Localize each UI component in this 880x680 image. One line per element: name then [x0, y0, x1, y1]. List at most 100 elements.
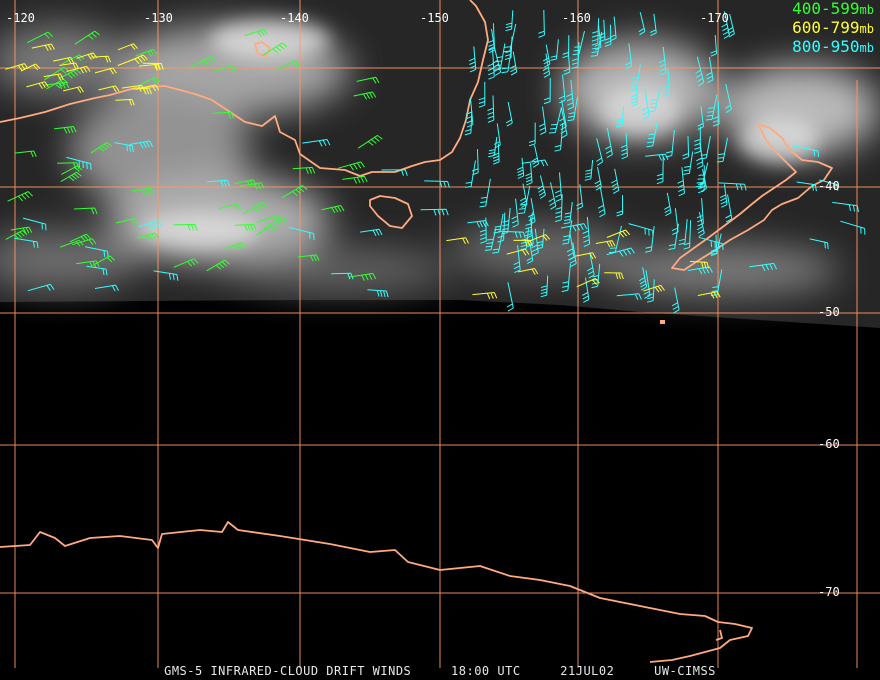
wind-barb	[572, 30, 585, 56]
wind-barb	[467, 220, 489, 228]
wind-barb	[554, 123, 564, 152]
wind-barb	[76, 52, 98, 60]
wind-barb	[594, 24, 602, 51]
wind-barb	[207, 179, 230, 187]
coastlines	[0, 0, 833, 663]
wind-barb	[142, 62, 164, 70]
wind-barb	[20, 63, 41, 72]
wind-barb	[117, 43, 138, 51]
wind-barb	[516, 157, 525, 179]
wind-barb	[488, 23, 495, 51]
wind-barb	[98, 85, 120, 93]
wind-barb	[321, 205, 345, 214]
wind-barb	[543, 77, 551, 105]
wind-barb	[606, 229, 631, 238]
wind-barb	[749, 262, 777, 272]
wind-barb	[694, 126, 701, 154]
wind-barb	[501, 47, 513, 74]
wind-barb	[540, 275, 549, 298]
wind-barb	[353, 91, 377, 100]
wind-barb	[528, 122, 536, 147]
wind-barb	[643, 284, 665, 293]
wind-barb	[695, 162, 709, 188]
wind-barb	[604, 24, 612, 47]
wind-barb	[206, 259, 230, 272]
wind-barb	[22, 217, 47, 231]
wind-barb	[641, 88, 650, 120]
wind-barb	[809, 238, 829, 249]
wind-barb	[697, 291, 721, 299]
wind-barb	[616, 293, 642, 301]
wind-barb	[26, 81, 49, 89]
caption-time: 18:00 UTC	[451, 664, 521, 678]
wind-barb	[569, 242, 577, 268]
wind-barb	[664, 192, 672, 217]
wind-barb	[349, 272, 377, 281]
wind-barb	[696, 198, 704, 227]
wind-barb	[342, 175, 368, 184]
wind-barb	[58, 69, 82, 80]
wind-barb	[520, 228, 529, 251]
wind-barb	[212, 111, 234, 119]
wind-barb	[129, 140, 154, 149]
wind-barb	[677, 167, 685, 197]
wind-barb	[595, 240, 616, 248]
wind-barb	[72, 238, 97, 246]
wind-barb	[224, 242, 246, 251]
wind-barb	[683, 220, 692, 250]
wind-barb	[494, 43, 506, 71]
wind-barb	[554, 172, 563, 202]
wind-barb	[697, 165, 705, 194]
wind-barb	[682, 136, 690, 160]
wind-barb	[513, 239, 533, 247]
legend-item-400: 400-599mb	[792, 0, 874, 18]
wind-barb	[531, 145, 540, 168]
wind-barb	[367, 289, 389, 298]
wind-barb	[288, 226, 315, 240]
wind-barb	[519, 183, 528, 208]
wind-barb	[616, 195, 624, 217]
longitude-label: -150	[420, 11, 449, 25]
wind-barb	[638, 12, 646, 36]
wind-barb	[576, 184, 583, 210]
wind-barbs	[5, 9, 866, 314]
wind-barb	[7, 191, 33, 202]
longitude-label: -120	[6, 11, 35, 25]
wind-barb	[550, 39, 559, 61]
wind-barb	[719, 184, 728, 208]
wind-barb	[420, 208, 449, 216]
longitude-label: -170	[700, 11, 729, 25]
wind-barb	[648, 86, 661, 113]
wind-barb	[69, 233, 92, 243]
longitude-label: -130	[144, 11, 173, 25]
wind-barb	[727, 13, 735, 38]
wind-barb	[591, 18, 600, 46]
wind-barb	[819, 179, 839, 191]
wind-barb	[606, 247, 635, 257]
wind-barb	[668, 223, 679, 250]
wind-barb	[53, 56, 75, 64]
wind-barb	[505, 10, 514, 32]
wind-barb	[646, 120, 658, 148]
wind-barb	[832, 201, 859, 213]
wind-barb	[292, 166, 316, 174]
wind-barb	[710, 269, 723, 296]
wind-barb	[725, 194, 733, 223]
wind-barb	[656, 157, 664, 185]
wind-barb	[5, 229, 28, 240]
wind-barb	[86, 265, 108, 276]
wind-barb	[506, 282, 514, 312]
wind-barb	[576, 278, 600, 288]
wind-barb	[468, 46, 477, 73]
wind-barb	[698, 236, 724, 251]
wind-barb	[94, 284, 119, 292]
wind-barb	[509, 51, 518, 76]
wind-barb	[697, 211, 705, 237]
wind-barb	[498, 230, 526, 239]
longitude-label: -140	[280, 11, 309, 25]
wind-barb	[59, 239, 84, 248]
wind-barb	[563, 51, 571, 75]
wind-barb	[275, 60, 300, 71]
wind-barb	[542, 44, 551, 68]
